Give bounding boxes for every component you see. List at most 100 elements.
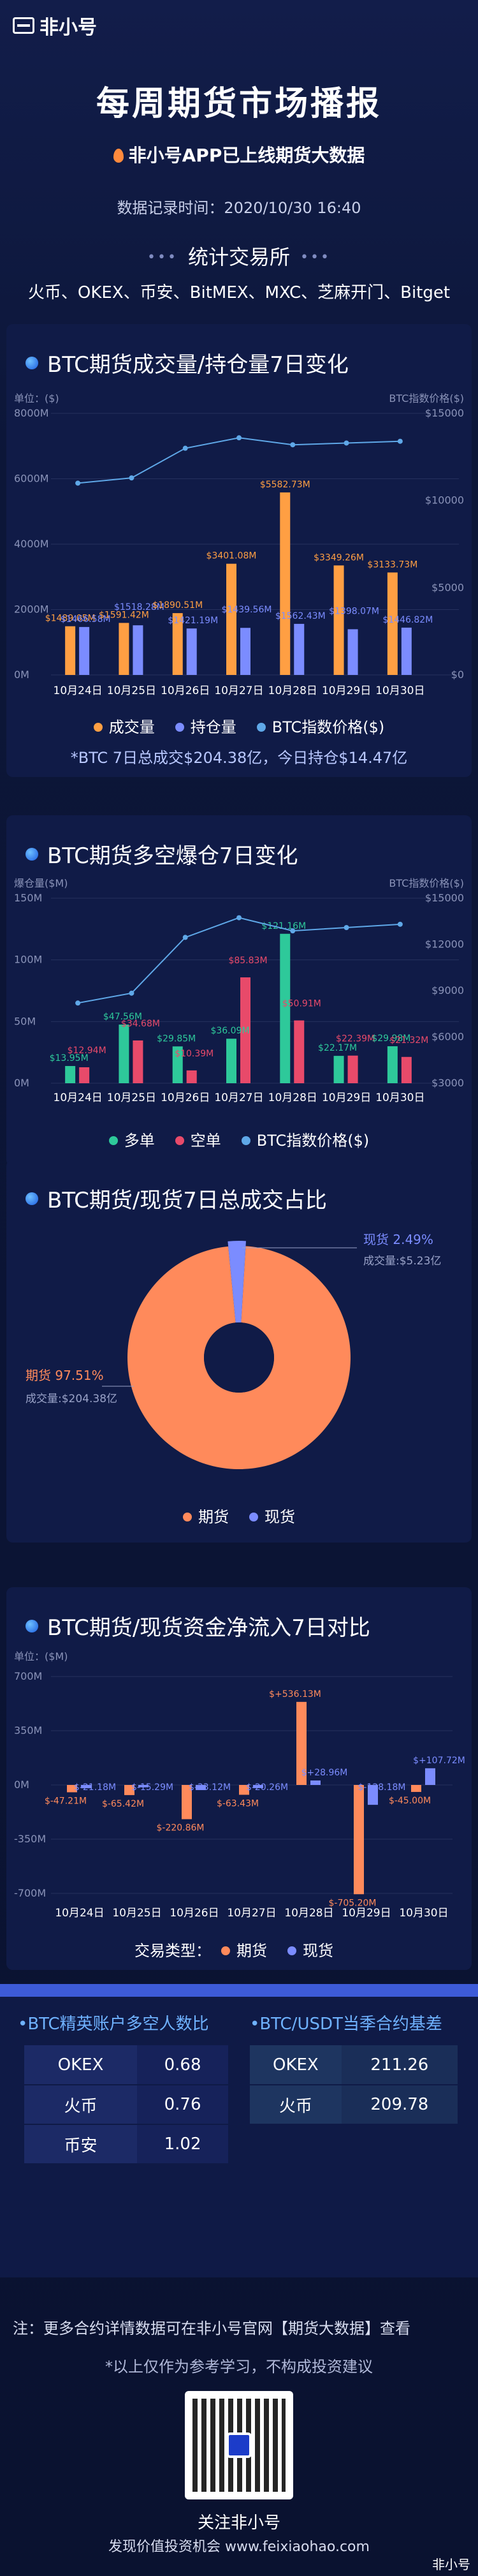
netflow-legend: 交易类型： 期货 现货: [0, 1938, 478, 1960]
pie-slice-futures: [127, 1246, 351, 1469]
share-card: BTC期货/现货7日总成交占比 期货 97.51% 成交量:$204.38亿 现货 …: [6, 1160, 472, 1543]
y2-tick-label: $6000: [431, 1031, 464, 1043]
y-tick-label: 0M: [14, 669, 29, 681]
short-liquidation-bar: [401, 1056, 412, 1083]
legend-item: 多单: [108, 1132, 155, 1150]
legend-dot-icon: [256, 723, 266, 732]
y-tick-label: 350M: [14, 1724, 42, 1736]
legend-dot-icon: [108, 1136, 118, 1145]
y-tick-label: 2000M: [14, 603, 49, 616]
site-url[interactable]: www.feixiaohao.com: [225, 2539, 370, 2555]
volume-bar: [172, 613, 183, 675]
long-data-label: $29.98M: [372, 1033, 410, 1044]
legend-item: 现货: [287, 1942, 333, 1960]
basis-table-title: •BTC/USDT当季合约基差: [250, 2015, 442, 2034]
price-point: [290, 928, 296, 934]
volume-data-label: $3133.73M: [367, 559, 417, 570]
x-tick-label: 10月26日: [170, 1907, 219, 1920]
futures-netflow-bar: [67, 1785, 77, 1793]
corner-brand: 非小号: [432, 2557, 470, 2572]
volume-data-label: $5582.73M: [260, 480, 310, 490]
x-tick-label: 10月29日: [342, 1907, 391, 1920]
y-axis-unit: 爆仓量($M): [14, 877, 68, 889]
pie-hole: [204, 1322, 274, 1393]
x-tick-label: 10月30日: [399, 1907, 448, 1920]
legend-dot-icon: [175, 723, 184, 732]
share-chart: 期货 97.51% 成交量:$204.38亿 现货 2.49% 成交量:$5.23亿: [25, 1232, 441, 1469]
y-tick-label: 4000M: [14, 538, 49, 550]
y-tick-label: 0M: [14, 1779, 29, 1791]
volume-bar: [387, 572, 398, 675]
table-cell-exchange: 火币: [24, 2085, 138, 2125]
short-liquidation-bar: [186, 1070, 197, 1083]
long-data-label: $13.95M: [50, 1053, 89, 1063]
x-tick-label: 10月28日: [284, 1907, 333, 1920]
futures-netflow-bar: [182, 1785, 192, 1819]
volume-bar: [65, 626, 76, 675]
y2-tick-label: $5000: [431, 581, 464, 593]
follow-sub: 发现价值投资机会 www.feixiaohao.com: [0, 2535, 478, 2556]
x-tick-label: 10月25日: [107, 1092, 156, 1104]
bullet-icon: [25, 1619, 38, 1632]
price-point: [344, 440, 349, 446]
open-interest-bar: [79, 626, 90, 675]
volume-card: BTC期货成交量/持仓量7日变化 单位：($) BTC指数价格($) 0M 2000M…: [6, 324, 472, 777]
spot-data-label: $-128.18M: [358, 1782, 405, 1793]
futures-data-label: $+536.13M: [269, 1689, 321, 1699]
short-data-label: $34.68M: [121, 1019, 160, 1029]
legend-dot-icon: [249, 1513, 258, 1521]
price-point: [397, 438, 403, 444]
y-tick-label: 50M: [14, 1015, 36, 1027]
brand-mark-icon: [13, 17, 34, 34]
long-liquidation-bar: [333, 1056, 344, 1083]
open-interest-data-label: $1398.07M: [329, 606, 379, 616]
volume-data-label: $1591.42M: [99, 610, 149, 620]
legend-label: 成交量: [108, 718, 155, 736]
y2-axis-unit: BTC指数价格($): [389, 877, 464, 889]
price-point: [290, 442, 296, 448]
spot-netflow-bar: [425, 1768, 435, 1785]
x-tick-label: 10月29日: [322, 685, 371, 697]
price-point: [75, 1000, 81, 1006]
qr-pattern: [192, 2399, 286, 2492]
volume-chart-title: BTC期货成交量/持仓量7日变化: [47, 352, 349, 378]
legend-item: 现货: [249, 1508, 295, 1526]
y2-tick-label: $12000: [425, 938, 464, 951]
legend-label: 现货: [264, 1508, 295, 1526]
legend-item: 成交量: [93, 718, 155, 736]
price-point: [129, 990, 134, 996]
short-data-label: $12.94M: [68, 1046, 106, 1056]
x-tick-label: 10月24日: [54, 1092, 103, 1104]
stat-heading-text: 统计交易所: [187, 245, 290, 269]
table-row: 火币 0.76: [24, 2085, 228, 2125]
spot-netflow-bar: [368, 1785, 378, 1805]
short-liquidation-bar: [294, 1020, 305, 1083]
legend-label: 期货: [236, 1942, 267, 1960]
table-cell-value: 0.68: [137, 2045, 228, 2085]
long-data-label: $29.85M: [157, 1033, 196, 1044]
y-axis-unit: 单位：($M): [14, 1650, 68, 1662]
y-tick-label: 6000M: [14, 473, 49, 485]
spot-netflow-bar: [81, 1785, 91, 1789]
y2-tick-label: $9000: [431, 984, 464, 996]
price-point: [129, 475, 134, 481]
futures-data-label: $-45.00M: [389, 1796, 431, 1806]
legend-label: 空单: [190, 1132, 221, 1150]
y-axis-unit: 单位：($): [14, 392, 59, 404]
dots-icon: •••: [147, 249, 178, 265]
y-tick-label: 700M: [14, 1670, 42, 1682]
open-interest-data-label: $1518.28M: [114, 602, 164, 612]
legend-item: 期货: [183, 1508, 229, 1526]
bullet-icon: [25, 847, 38, 861]
liquidation-card: BTC期货多空爆仓7日变化 爆仓量($M) BTC指数价格($) 0M 50M 100M…: [6, 815, 472, 1166]
tables-section: •BTC精英账户多空人数比 OKEX 0.68 火币 0.76 币安 1.02 •BTC/…: [0, 1984, 478, 2277]
liquidation-chart: 爆仓量($M) BTC指数价格($) 0M 50M 100M 150M $3000 $6000…: [14, 877, 464, 1104]
exchange-list: 火币、OKEX、币安、BitMEX、MXC、芝麻开门、Bitget: [27, 283, 451, 302]
netflow-card: BTC期货/现货资金净流入7日对比 单位：($M) 700M 350M 0M -350M…: [6, 1587, 472, 1970]
price-point: [75, 480, 81, 486]
legend-item: BTC指数价格($): [241, 1132, 369, 1150]
long-liquidation-bar: [119, 1025, 129, 1083]
y-tick-label: 100M: [14, 954, 42, 966]
netflow-chart: 单位：($M) 700M 350M 0M -350M -700M $-47.21M $-21.…: [14, 1650, 465, 1920]
